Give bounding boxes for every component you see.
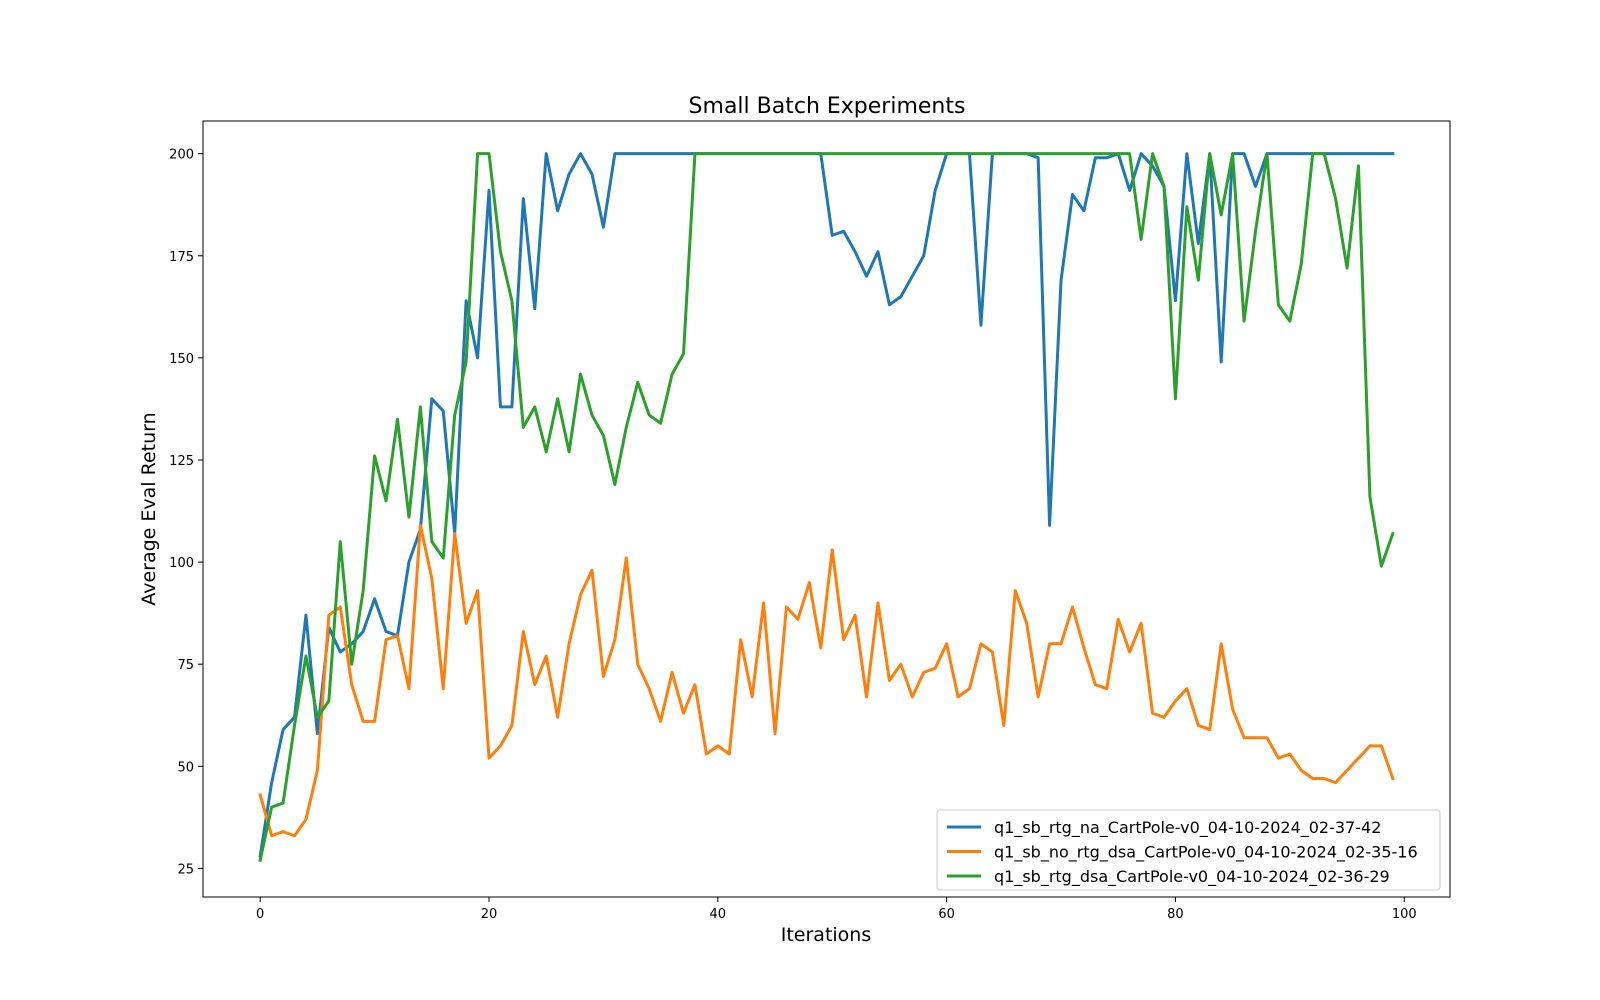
x-tick-label: 40 [710,907,727,922]
y-tick-label: 75 [177,658,194,673]
y-tick-label: 125 [169,454,194,469]
x-axis: 0 20 40 60 80 100 [256,897,1417,922]
plot-area [258,152,1395,863]
y-tick-label: 175 [169,250,194,265]
series-line-3 [258,152,1395,863]
y-tick-label: 25 [177,862,194,877]
y-tick-label: 50 [177,760,194,775]
x-tick-label: 80 [1167,907,1184,922]
x-tick-label: 100 [1392,907,1417,922]
y-axis-label: Average Eval Return [138,412,160,605]
plot-frame [202,120,1451,898]
legend-label: q1_sb_rtg_na_CartPole-v0_04-10-2024_02-3… [994,818,1381,838]
y-axis: 25 50 75 100 125 150 175 200 [169,148,203,877]
series-line-2 [258,523,1395,838]
y-tick-label: 200 [169,148,194,163]
x-tick-label: 20 [481,907,498,922]
y-tick-label: 100 [169,556,194,571]
chart-title: Small Batch Experiments [689,94,966,119]
x-tick-label: 60 [938,907,955,922]
x-tick-label: 0 [256,907,264,922]
legend: q1_sb_rtg_na_CartPole-v0_04-10-2024_02-3… [936,809,1441,891]
x-axis-label: Iterations [781,924,872,946]
legend-box [936,809,1441,891]
legend-label: q1_sb_no_rtg_dsa_CartPole-v0_04-10-2024_… [994,843,1418,863]
legend-label: q1_sb_rtg_dsa_CartPole-v0_04-10-2024_02-… [994,867,1390,887]
y-tick-label: 150 [169,352,194,367]
